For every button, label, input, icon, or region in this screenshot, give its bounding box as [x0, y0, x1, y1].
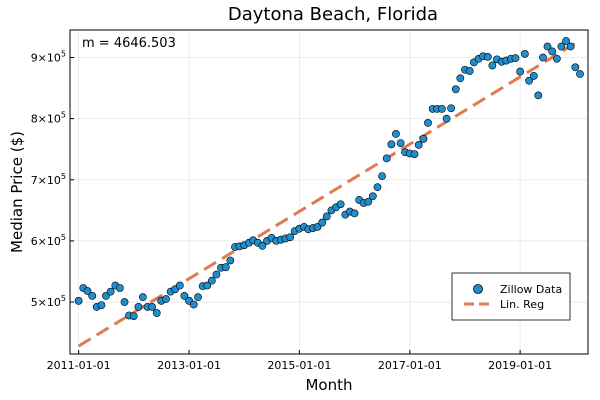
- plot-frame: [69, 29, 589, 355]
- data-point: [175, 281, 184, 290]
- data-point: [525, 76, 533, 85]
- data-point: [437, 104, 446, 113]
- data-point: [226, 256, 235, 265]
- data-point: [419, 134, 428, 143]
- x-tick-label: 2015-01-01: [267, 359, 331, 372]
- y-tick-label: 9×105: [31, 50, 66, 65]
- data-point: [120, 298, 129, 306]
- data-point: [83, 287, 92, 295]
- data-point: [442, 114, 451, 123]
- y-tick-label: 5×105: [31, 294, 66, 309]
- data-point: [548, 47, 557, 56]
- data-point: [350, 209, 359, 218]
- data-point: [364, 197, 373, 206]
- y-tick-label: 8×105: [31, 111, 66, 126]
- scatter-points-layer: [74, 37, 584, 320]
- data-point: [180, 292, 189, 300]
- x-axis-ticks: 2011-01-01 2013-01-01 2015-01-01 2017-01-01…: [47, 350, 552, 372]
- data-point: [456, 74, 465, 83]
- data-point: [451, 85, 460, 94]
- data-point: [557, 42, 566, 51]
- legend-label-zillow: Zillow Data: [500, 283, 562, 296]
- data-point: [115, 284, 124, 292]
- legend: Zillow Data Lin. Reg: [451, 272, 571, 321]
- data-point: [511, 54, 520, 63]
- data-point: [520, 49, 529, 58]
- y-axis-ticks: 5×105 6×105 7×105 8×105 9×105: [31, 50, 74, 309]
- data-point: [318, 218, 327, 227]
- y-tick-label: 7×105: [31, 172, 66, 187]
- data-point: [194, 293, 202, 302]
- data-point: [207, 276, 216, 285]
- data-point: [88, 292, 97, 300]
- data-point: [534, 91, 543, 100]
- data-point: [465, 67, 474, 75]
- data-point: [212, 270, 221, 279]
- x-tick-label: 2019-01-01: [488, 359, 552, 372]
- data-point: [378, 172, 386, 181]
- chart-title: Daytona Beach, Florida: [228, 4, 438, 25]
- data-point: [162, 295, 170, 303]
- data-point: [152, 309, 161, 317]
- data-point: [258, 241, 267, 250]
- data-point: [529, 71, 538, 80]
- data-point: [414, 141, 423, 149]
- data-point: [203, 281, 212, 290]
- data-point: [516, 67, 525, 76]
- data-point: [483, 52, 492, 61]
- data-point: [387, 140, 396, 149]
- data-point: [97, 301, 106, 309]
- data-point: [396, 139, 405, 147]
- legend-marker-zillow: [473, 284, 483, 294]
- x-tick-label: 2011-01-01: [47, 359, 111, 372]
- data-point: [382, 154, 391, 163]
- data-point: [552, 54, 561, 63]
- x-axis-label: Month: [305, 376, 352, 394]
- data-point: [134, 303, 143, 311]
- data-point: [410, 150, 419, 158]
- x-tick-label: 2017-01-01: [378, 359, 442, 372]
- data-point: [221, 263, 230, 272]
- slope-annotation: m = 4646.503: [82, 36, 176, 51]
- data-point: [286, 233, 295, 242]
- data-point: [368, 192, 377, 201]
- data-point: [373, 183, 382, 192]
- data-point: [571, 63, 580, 72]
- regression-line: [77, 39, 581, 348]
- data-point: [148, 303, 156, 311]
- data-point: [106, 287, 115, 296]
- grid: [70, 30, 588, 354]
- x-tick-label: 2013-01-01: [157, 359, 221, 372]
- data-point: [336, 200, 345, 209]
- data-point: [322, 212, 331, 221]
- y-axis-label: Median Price ($): [8, 131, 26, 253]
- data-point: [129, 312, 138, 320]
- y-tick-label: 6×105: [31, 233, 66, 248]
- data-point: [488, 61, 497, 70]
- regression-line-layer: [77, 39, 581, 348]
- data-point: [392, 130, 400, 138]
- data-point: [543, 42, 552, 51]
- data-point: [539, 53, 547, 62]
- legend-label-linreg: Lin. Reg: [500, 298, 544, 311]
- data-point: [576, 70, 584, 78]
- data-point: [189, 300, 198, 309]
- data-point: [447, 104, 455, 113]
- data-point: [566, 42, 575, 51]
- data-point: [562, 37, 570, 45]
- legend-box: [451, 272, 571, 321]
- data-point: [424, 119, 432, 127]
- data-point: [138, 293, 147, 302]
- data-point: [74, 296, 83, 305]
